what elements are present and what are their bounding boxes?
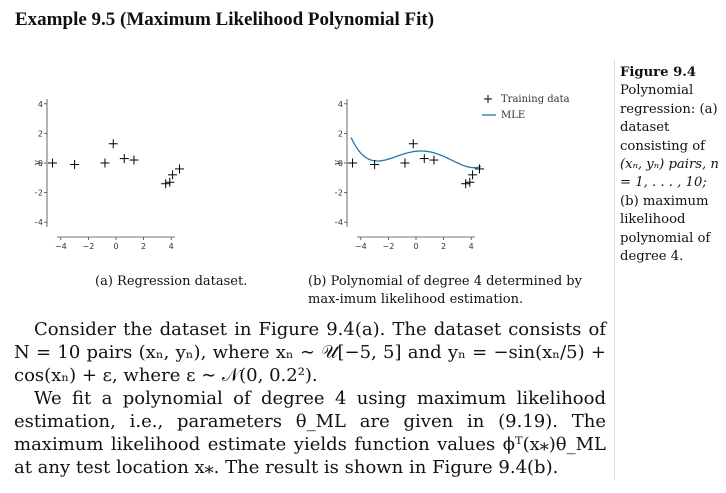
y-axis-label: y [335,160,343,167]
y-tick-label: 0 [38,159,43,168]
caption-b: (b) Polynomial of degree 4 determined by… [308,274,582,307]
paragraph-1: Consider the dataset in Figure 9.4(a). T… [14,319,606,386]
data-point [48,158,58,168]
data-point [419,154,429,164]
example-heading: Example 9.5 (Maximum Likelihood Polynomi… [15,9,435,30]
x-tick-label: 0 [413,242,418,249]
body-text: Consider the dataset in Figure 9.4(a). T… [14,318,606,479]
y-tick-label: −4 [335,218,343,227]
data-point [370,159,380,169]
data-point [108,139,118,149]
sidenote-text-2: (b) maximum likelihood polynomial of deg… [620,193,711,265]
x-tick-label: 0 [113,242,118,249]
data-point [119,154,129,164]
x-tick-label: −2 [383,242,395,249]
data-point [474,164,484,174]
data-point [161,179,171,189]
sidenote-text-1: Polynomial regression: (a) dataset consi… [620,83,718,154]
x-tick-label: 4 [169,242,174,249]
data-point [408,139,418,149]
x-tick-label: 2 [441,242,446,249]
data-point [468,170,478,180]
data-point [100,158,110,168]
y-tick-label: −4 [35,218,43,227]
data-point [165,177,175,187]
y-tick-label: 2 [38,129,43,138]
y-tick-label: 4 [338,100,343,109]
sidenote-figure-label: Figure 9.4 [620,65,697,80]
mle-curve [350,137,482,169]
sidenote-math: (xₙ, yₙ) pairs, n = 1, . . . , 10; [620,157,719,191]
y-tick-label: 2 [338,129,343,138]
figure-sidenote: Figure 9.4 Polynomial regression: (a) da… [620,64,720,266]
plot-area [47,89,185,237]
x-tick-label: 4 [469,242,474,249]
y-axis-label: y [35,160,43,167]
data-point [129,155,139,165]
legend-label-training: Training data [501,94,570,105]
y-tick-label: −2 [35,189,43,198]
y-tick-label: 0 [338,159,343,168]
caption-a: (a) Regression dataset. [95,274,248,289]
legend-entry-mle: MLE [482,110,525,121]
legend-label-mle: MLE [501,110,525,121]
data-point [174,164,184,174]
data-point [461,179,471,189]
x-tick-label: −4 [55,242,67,249]
data-point [168,170,178,180]
legend-entry-training: Training data [484,94,570,105]
y-tick-label: −2 [335,189,343,198]
paragraph-2: We fit a polynomial of degree 4 using ma… [14,388,606,478]
x-tick-label: −2 [83,242,95,249]
data-point [465,177,475,187]
x-tick-label: −4 [355,242,367,249]
plot-area [347,89,485,237]
data-point [400,158,410,168]
data-point [70,159,80,169]
y-tick-label: 4 [38,100,43,109]
data-point [348,158,358,168]
data-point [429,155,439,165]
x-tick-label: 2 [141,242,146,249]
margin-divider [614,60,615,480]
